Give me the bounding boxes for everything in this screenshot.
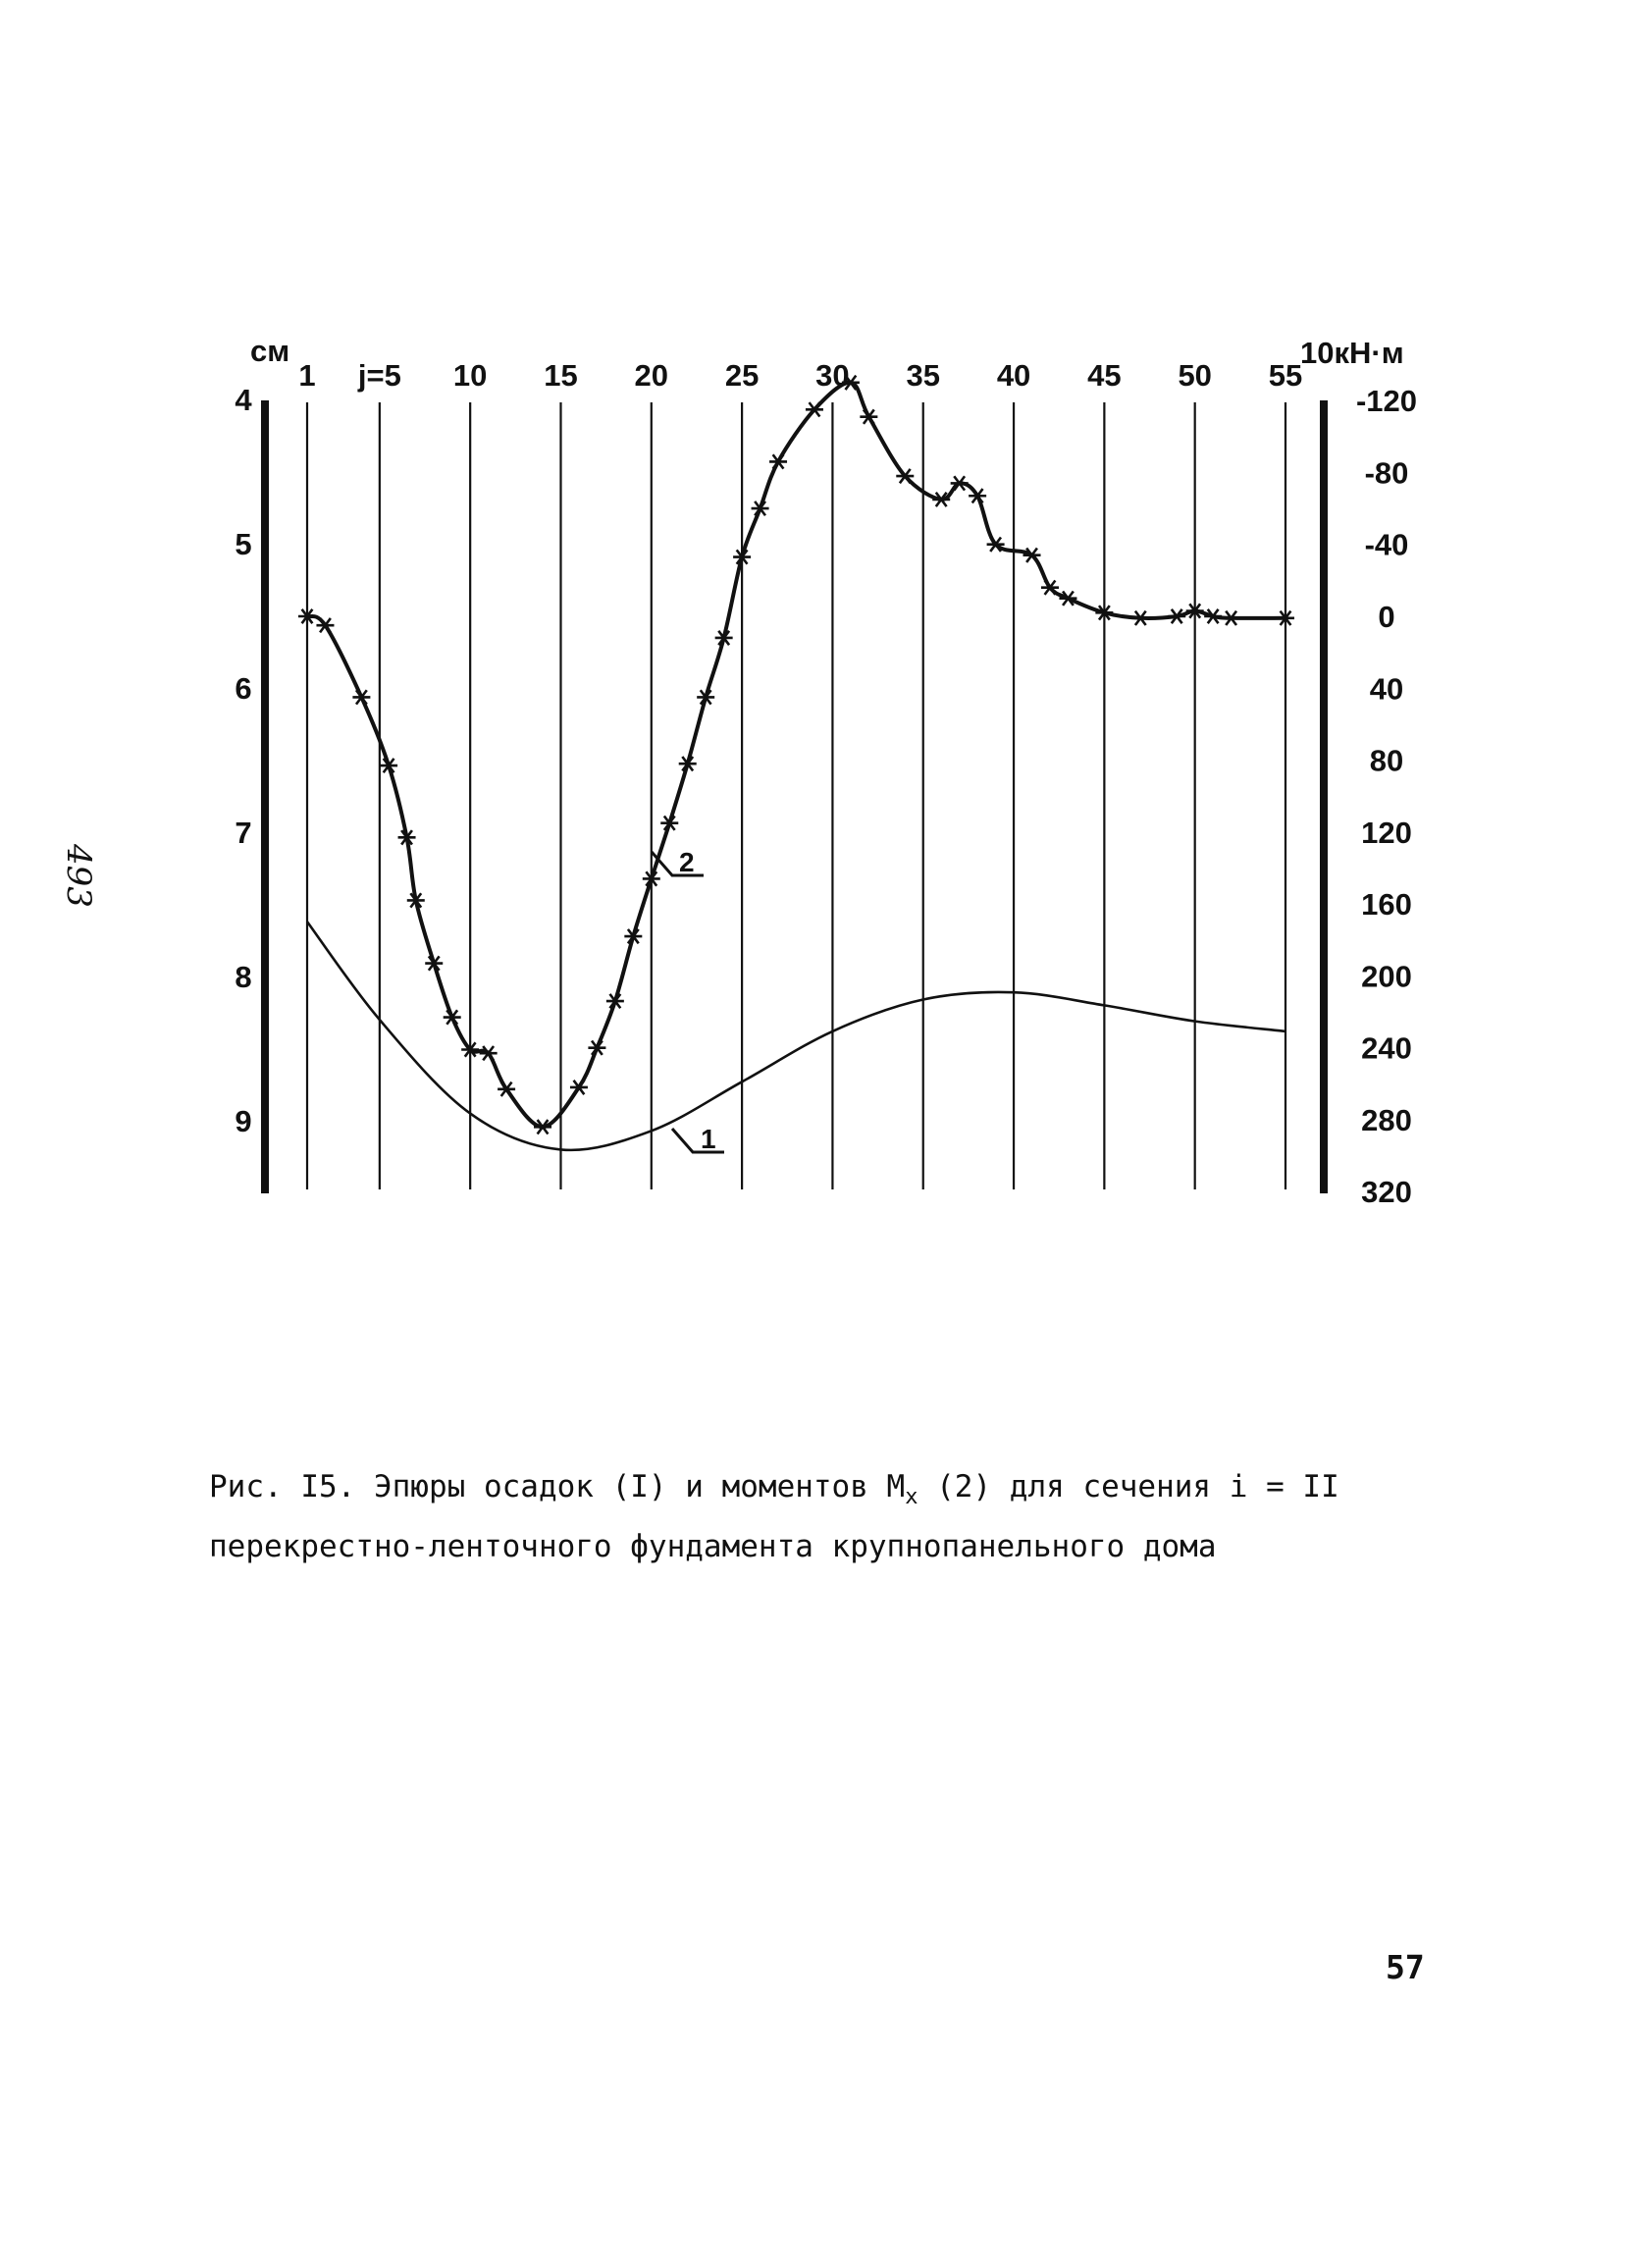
x-tick-label: 1 [298,358,315,393]
right-tick-label: -80 [1365,455,1409,490]
right-tick-label: 240 [1361,1031,1412,1066]
right-tick-label: 120 [1361,816,1412,850]
series [298,374,1294,1152]
right-tick-label: 40 [1370,671,1403,706]
x-tick-label: 15 [544,358,577,393]
series-2-marker [1023,547,1041,563]
series-2-marker [860,408,878,425]
right-tick-label: -40 [1365,528,1409,562]
right-axis-unit: 10кН·м [1300,336,1404,370]
series-2-marker [443,1009,461,1026]
left-tick-label: 5 [235,527,251,561]
series-2-marker [714,630,733,646]
x-tick-label: 50 [1178,358,1211,393]
right-tick-label: 0 [1378,600,1394,634]
series-2-marker [298,608,316,624]
left-axis-bar [261,400,269,1193]
series-2-marker [380,758,398,774]
left-axis-unit: см [250,334,289,368]
series-2-marker [425,955,444,972]
series-2-marker [1185,603,1204,619]
left-tick-label: 9 [235,1104,251,1138]
right-axis-line [1320,400,1328,1193]
series-2-marker [1040,579,1059,596]
series-2-marker [569,1080,588,1095]
margin-note: 493 [59,844,98,908]
caption-line-1-part-b: (2) для сечения i = II [918,1469,1339,1504]
right-tick-label: 320 [1361,1175,1412,1209]
series-2-marker [805,401,823,418]
right-tick-label: -120 [1356,384,1417,418]
series-2-marker [316,617,335,634]
series-2-marker [769,453,788,470]
callout-leader-1 [670,1128,724,1154]
series-2-marker [588,1039,606,1056]
left-tick-label: 8 [235,960,251,994]
series-2-marker [352,689,371,706]
series-2-marker [461,1041,480,1058]
caption-line-1-part-a: Рис. I5. Эпюры осадок (I) и моментов M [209,1469,906,1504]
left-tick-labels: 4 5 6 7 8 9 [235,383,252,1138]
page-number: 57 [1386,1948,1425,1986]
callout-leader-2 [650,851,704,877]
x-tick-label: j=5 [357,358,401,393]
series-2-marker [986,536,1005,553]
x-tick-label: 35 [906,358,939,393]
x-tick-label: 25 [725,358,759,393]
x-tick-label: 45 [1087,358,1121,393]
right-tick-label: 160 [1361,887,1412,922]
series-2-marker [1204,608,1223,624]
left-tick-label: 6 [235,671,251,706]
curve-callouts: 1 2 [650,847,724,1154]
series-2-marker [1131,609,1150,626]
series-2-marker [1168,608,1186,624]
x-tick-label: 40 [997,358,1030,393]
series-2-marker [1222,609,1240,626]
series-2-marker [697,689,715,706]
series-2-marker [1059,590,1077,607]
series-2-marker [751,501,769,517]
series-1-line [305,921,1286,1152]
caption-line-2: перекрестно-ленточного фундамента крупно… [209,1529,1217,1565]
series-2-marker [896,468,915,485]
series-2-marker [969,488,987,504]
series-2-marker [950,475,969,492]
figure-caption: Рис. I5. Эпюры осадок (I) и моментов Mx … [209,1462,1436,1571]
series-2-marker [406,892,425,909]
series-2-marker [660,815,679,831]
series-2-marker [841,374,860,391]
series-2-marker [1095,605,1114,621]
caption-line-1: Рис. I5. Эпюры осадок (I) и моментов Mx … [209,1462,1436,1522]
right-tick-label: 200 [1361,959,1412,993]
right-tick-label: 280 [1361,1103,1412,1137]
x-tick-label: 10 [453,358,487,393]
curve-label-2: 2 [679,847,695,877]
x-tick-label: 20 [635,358,668,393]
series-2-marker [733,549,752,565]
right-tick-label: 80 [1370,744,1403,778]
series-2-marker [932,491,951,507]
series-2-marker [397,829,416,846]
x-tick-label: 30 [815,358,849,393]
left-tick-label: 7 [235,816,251,850]
series-2-marker [624,928,643,945]
series-2-marker [1277,609,1294,626]
left-tick-label: 4 [235,383,252,417]
series-2-marker [498,1081,516,1097]
left-axis-line [261,400,269,1193]
right-tick-labels: -120 -80 -40 0 40 80 120 160 200 240 280 320 [1356,384,1417,1209]
series-2-marker [534,1119,552,1135]
series-2-marker [479,1045,498,1062]
curve-label-1: 1 [701,1124,716,1154]
right-axis-bar [1320,400,1328,1193]
caption-subscript: x [905,1485,918,1510]
series-2-marker [605,993,624,1010]
vertical-grid [305,402,1287,1189]
series-2-marker [642,870,660,887]
x-tick-label: 55 [1269,358,1302,393]
x-tick-labels: 1 j=5 10 15 20 25 30 35 40 45 50 55 [298,358,1302,393]
series-2-marker [678,756,697,772]
